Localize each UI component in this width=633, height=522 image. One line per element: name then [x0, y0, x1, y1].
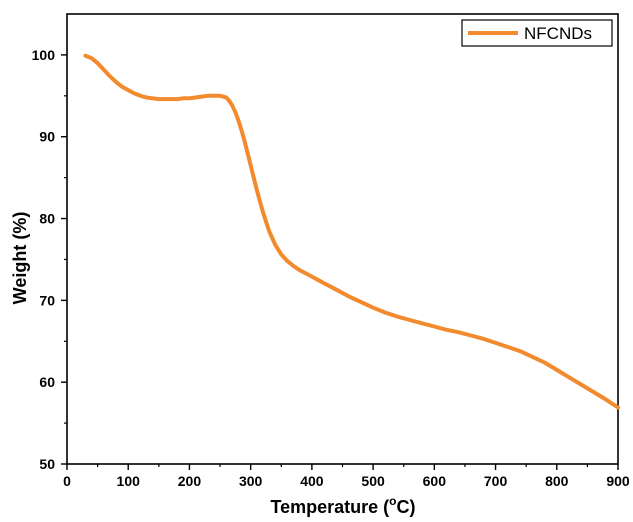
x-tick-label: 800 [545, 473, 569, 489]
y-tick-label: 50 [39, 456, 55, 472]
x-tick-label: 100 [117, 473, 141, 489]
legend-label: NFCNDs [524, 24, 592, 43]
y-tick-label: 60 [39, 374, 55, 390]
x-tick-label: 0 [63, 473, 71, 489]
x-tick-label: 600 [423, 473, 447, 489]
x-tick-label: 500 [361, 473, 385, 489]
x-axis-title: Temperature (oC) [270, 494, 415, 517]
series-line [83, 53, 620, 410]
series-layer [83, 53, 620, 410]
x-tick-label: 300 [239, 473, 263, 489]
y-tick-label: 70 [39, 292, 55, 308]
x-tick-label: 700 [484, 473, 508, 489]
x-tick-label: 200 [178, 473, 202, 489]
x-tick-label: 400 [300, 473, 324, 489]
ticks-layer: 0 100 200 300 400 500 600 700 800 900 50 60 70 80 90 10… [32, 47, 630, 489]
axes-layer [66, 13, 619, 465]
x-axis-title-sup: o [389, 494, 396, 508]
y-tick-label: 80 [39, 211, 55, 227]
x-axis-title-before: Temperature ( [270, 497, 389, 517]
x-tick-label: 900 [606, 473, 630, 489]
y-tick-label: 100 [32, 47, 56, 63]
x-axis-title-after: C) [397, 497, 416, 517]
y-tick-label: 90 [39, 129, 55, 145]
plot-frame [66, 13, 619, 465]
legend: NFCNDs [461, 19, 613, 47]
y-axis-title: Weight (%) [10, 212, 30, 305]
